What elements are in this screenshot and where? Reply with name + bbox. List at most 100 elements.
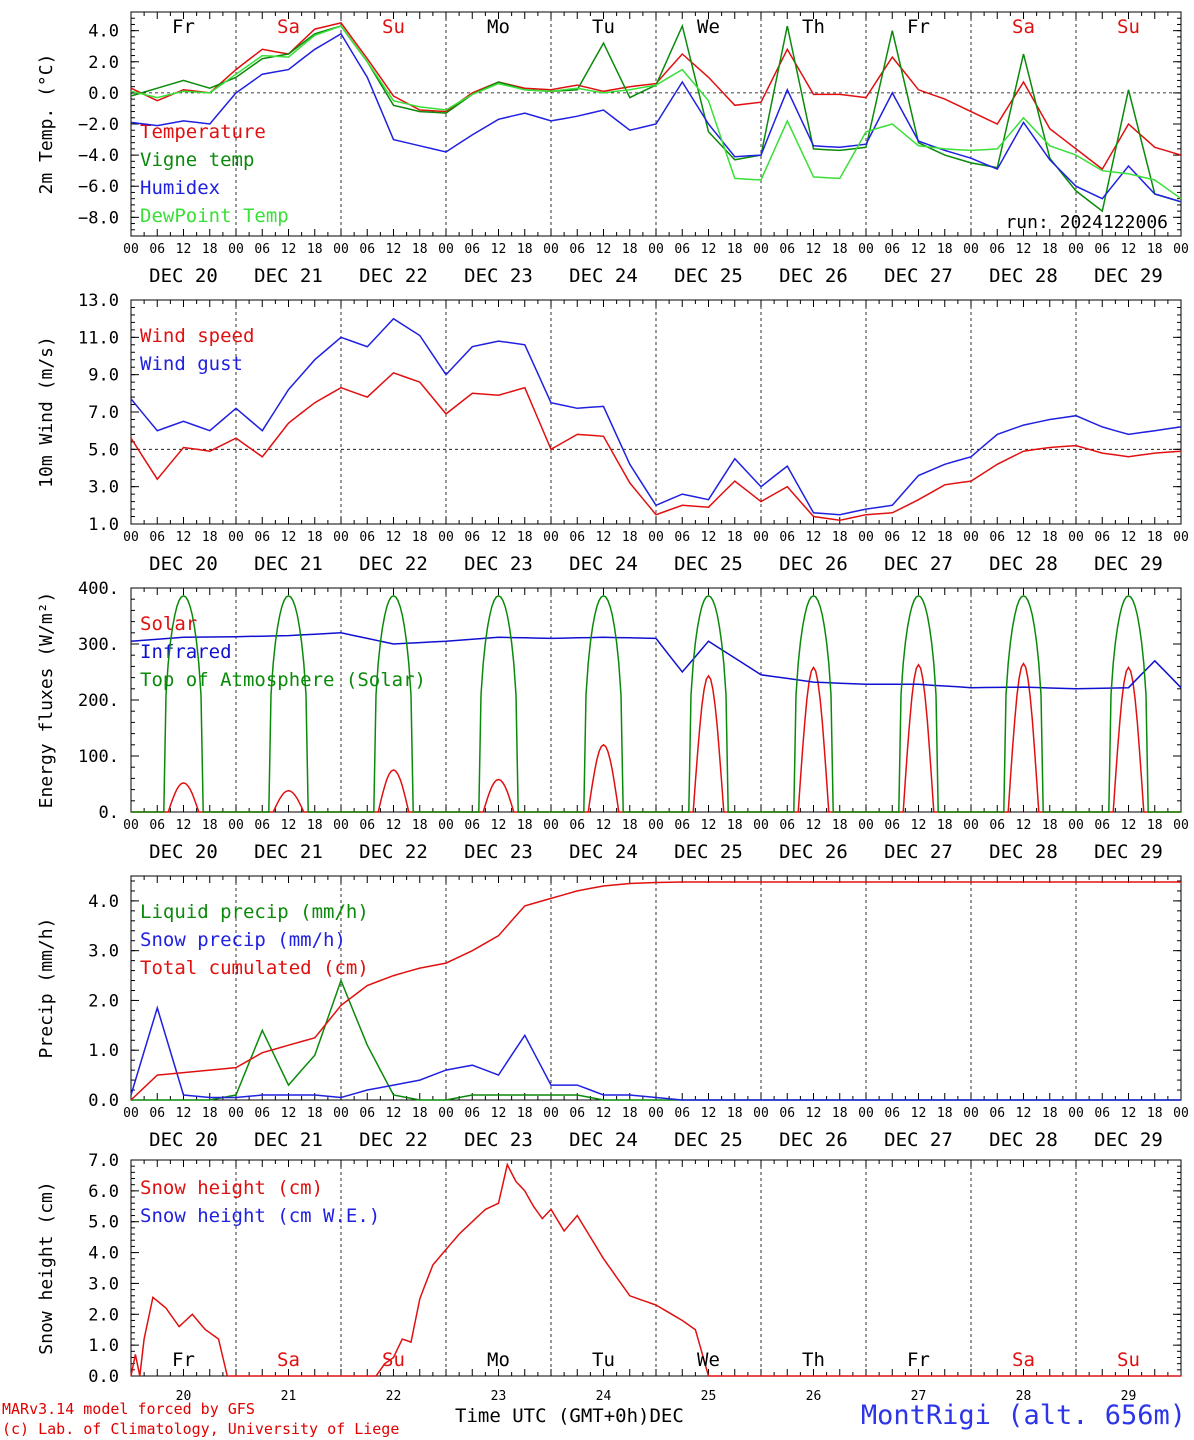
x-hour-label: 12: [701, 818, 717, 833]
y-axis-title: Precip (mm/h): [36, 918, 57, 1059]
x-hour-label: 18: [307, 1106, 323, 1121]
x-date-label: DEC 29: [1094, 1129, 1163, 1151]
y-tick-label: 5.0: [88, 440, 119, 460]
x-hour-label: 06: [1094, 1106, 1110, 1121]
x-day-number: 27: [911, 1389, 927, 1404]
x-hour-label: 12: [701, 530, 717, 545]
x-date-label: DEC 22: [359, 841, 428, 863]
x-hour-label: 18: [307, 242, 323, 257]
weekday-label: Tu: [592, 1349, 615, 1371]
x-hour-label: 12: [596, 242, 612, 257]
x-date-label: DEC 24: [569, 1129, 638, 1151]
x-hour-label: 00: [648, 242, 664, 257]
x-hour-label: 18: [517, 1106, 533, 1121]
legend-entry: Solar: [140, 613, 197, 635]
x-hour-label: 00: [228, 1106, 244, 1121]
x-hour-label: 00: [963, 1106, 979, 1121]
y-tick-label: 300.: [78, 635, 119, 655]
x-hour-label: 06: [569, 1106, 585, 1121]
x-date-label: DEC 26: [779, 553, 848, 575]
x-hour-label: 18: [412, 1106, 428, 1121]
weekday-label: Su: [382, 16, 405, 38]
x-hour-label: 00: [858, 818, 874, 833]
x-hour-label: 00: [648, 1106, 664, 1121]
x-hour-label: 12: [911, 242, 927, 257]
x-date-label: DEC 25: [674, 553, 743, 575]
y-tick-label: 100.: [78, 747, 119, 767]
y-tick-label: 6.0: [88, 1182, 119, 1202]
x-hour-label: 06: [464, 530, 480, 545]
x-date-label: DEC 25: [674, 1129, 743, 1151]
y-tick-label: 0.: [99, 803, 119, 823]
x-date-label: DEC 23: [464, 265, 533, 287]
x-hour-label: 18: [1147, 242, 1163, 257]
legend-entry: Wind gust: [140, 353, 243, 375]
x-hour-label: 00: [858, 242, 874, 257]
x-hour-label: 12: [806, 1106, 822, 1121]
x-date-label: DEC 28: [989, 265, 1058, 287]
y-tick-label: 9.0: [88, 366, 119, 386]
x-hour-label: 00: [1068, 1106, 1084, 1121]
x-day-number: 29: [1121, 1389, 1137, 1404]
x-date-label: DEC 29: [1094, 553, 1163, 575]
y-tick-label: 3.0: [88, 1274, 119, 1294]
x-hour-label: 18: [517, 242, 533, 257]
x-hour-label: 06: [1094, 530, 1110, 545]
x-day-number: 26: [806, 1389, 822, 1404]
y-axis-title: Energy fluxes (W/m²): [36, 592, 57, 809]
panel-frame-2: [130, 299, 1182, 525]
x-date-label: DEC 28: [989, 553, 1058, 575]
x-hour-label: 18: [937, 530, 953, 545]
x-hour-label: 18: [307, 818, 323, 833]
y-tick-label: 1.0: [88, 1041, 119, 1061]
x-date-label: DEC 23: [464, 841, 533, 863]
x-hour-label: 18: [517, 818, 533, 833]
x-date-label: DEC 20: [149, 553, 218, 575]
y-tick-label: −4.0: [78, 146, 119, 166]
x-hour-label: 00: [333, 530, 349, 545]
time-axis-label: Time UTC (GMT+0h)DEC: [455, 1405, 684, 1427]
x-hour-label: 18: [832, 242, 848, 257]
series-line-total-cumulated-cm-: [130, 881, 1181, 1101]
x-hour-label: 18: [202, 242, 218, 257]
x-date-label: DEC 21: [254, 553, 323, 575]
x-date-label: DEC 27: [884, 1129, 953, 1151]
x-hour-label: 12: [911, 1106, 927, 1121]
x-hour-label: 12: [176, 818, 192, 833]
x-hour-label: 06: [464, 818, 480, 833]
x-hour-label: 12: [491, 1106, 507, 1121]
x-date-label: DEC 22: [359, 265, 428, 287]
x-hour-label: 06: [149, 242, 165, 257]
x-hour-label: 00: [753, 1106, 769, 1121]
x-hour-label: 00: [543, 818, 559, 833]
x-date-label: DEC 28: [989, 841, 1058, 863]
x-hour-label: 06: [884, 1106, 900, 1121]
x-hour-label: 06: [569, 818, 585, 833]
weekday-label: Fr: [172, 1349, 195, 1371]
weekday-label: Tu: [592, 16, 615, 38]
x-hour-label: 00: [1068, 818, 1084, 833]
x-hour-label: 00: [858, 1106, 874, 1121]
time-axis-title: Time UTC (GMT+0h): [455, 1405, 650, 1427]
x-hour-label: 00: [753, 242, 769, 257]
x-hour-label: 18: [622, 530, 638, 545]
y-tick-label: 7.0: [88, 403, 119, 423]
y-tick-label: 13.0: [78, 291, 119, 311]
x-hour-label: 18: [1147, 818, 1163, 833]
x-hour-label: 12: [491, 530, 507, 545]
panel-frame-3: [130, 587, 1182, 813]
x-hour-label: 12: [491, 818, 507, 833]
series-line-wind-speed: [130, 371, 1182, 522]
x-hour-label: 06: [884, 530, 900, 545]
x-date-label: DEC 26: [779, 265, 848, 287]
x-hour-label: 12: [806, 242, 822, 257]
model-note: MARv3.14 model forced by GFS: [2, 1400, 255, 1418]
x-hour-label: 18: [517, 530, 533, 545]
run-annotation: run: 2024122006: [1005, 212, 1168, 233]
weekday-label: Su: [382, 1349, 405, 1371]
copyright-note: (c) Lab. of Climatology, University of L…: [2, 1420, 400, 1438]
weekday-label: Sa: [1012, 1349, 1035, 1371]
x-hour-label: 00: [543, 1106, 559, 1121]
y-tick-label: 0.0: [88, 1091, 119, 1111]
x-hour-label: 00: [648, 530, 664, 545]
